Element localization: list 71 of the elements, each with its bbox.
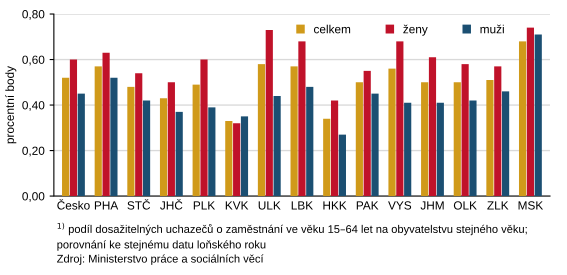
x-tick-label: OLK: [454, 201, 477, 210]
x-tick-label: VYS: [388, 201, 412, 210]
y-axis-title: procentní body: [5, 66, 16, 144]
bar: [494, 66, 502, 196]
bar: [371, 94, 379, 196]
bar: [323, 118, 330, 196]
text: $^{1)}$ podíl dosažitelných uchazečů o zaměstnání ve věku 15–64 let na obyvatelstvu stejného věku; porovnání ke stejnému datu loňského roku: [57, 222, 527, 251]
x-tick-label: PLK: [194, 201, 216, 210]
bar: [388, 68, 396, 196]
bar: [225, 120, 232, 196]
x-tick-label: PHA: [94, 201, 118, 210]
bar: [526, 28, 534, 196]
x-tick-label: ZLK: [487, 201, 508, 210]
x-tick-label: HKK: [323, 201, 347, 210]
y-tick-label: 0,20: [22, 146, 44, 156]
bar: [518, 41, 526, 196]
bar: [258, 64, 266, 196]
bar: [240, 116, 248, 196]
bar: [135, 73, 142, 196]
bar: [421, 82, 428, 196]
bar: [356, 82, 363, 196]
bar: [94, 66, 102, 196]
bar: [462, 64, 469, 196]
bar: [338, 134, 346, 196]
bar: [127, 86, 134, 196]
bar: [428, 57, 436, 196]
bar: [192, 84, 200, 196]
bar: [404, 102, 412, 196]
bar: [110, 78, 118, 196]
x-tick-label: Česko: [57, 199, 90, 210]
bar: [142, 100, 150, 196]
text: Zdroj: Ministerstvo práce a sociálních věcí: [57, 254, 264, 265]
legend-label: celkem: [314, 24, 350, 34]
bar: [396, 41, 404, 196]
bar: [486, 80, 494, 196]
bar: [266, 30, 273, 196]
bar: [534, 34, 542, 196]
bar: [200, 60, 208, 196]
bar: [298, 41, 306, 196]
legend-label: ženy: [403, 24, 428, 36]
x-tick-label: PAK: [356, 201, 378, 210]
bar: [454, 82, 461, 196]
y-tick-label: 0,80: [22, 10, 44, 20]
x-tick-label: KVK: [226, 201, 248, 210]
bar: [168, 82, 175, 196]
bar: [436, 102, 444, 196]
bar: [233, 123, 240, 196]
bar: [290, 66, 298, 196]
bar: [306, 86, 314, 196]
bar: [469, 100, 477, 196]
bar: [274, 96, 281, 196]
y-tick-label: 0,00: [22, 192, 44, 202]
bar: [364, 70, 371, 196]
x-tick-label: JHM: [420, 201, 444, 210]
y-tick-label: 0,40: [22, 101, 44, 111]
legend-label: muži: [480, 24, 504, 34]
x-tick-label: JHČ: [160, 199, 182, 210]
bar: [102, 52, 110, 196]
x-tick-label: STČ: [127, 199, 150, 210]
bar: [70, 60, 78, 196]
bar: [176, 112, 183, 196]
bar: [502, 91, 510, 196]
bar: [208, 107, 216, 196]
bar: [160, 98, 168, 196]
x-tick-label: LBK: [292, 201, 313, 210]
y-tick-label: 0,60: [22, 56, 44, 66]
bar: [330, 100, 338, 196]
bar: [78, 94, 85, 196]
x-tick-label: MSK: [518, 201, 544, 210]
bar: [62, 78, 70, 196]
x-tick-label: ULK: [258, 201, 281, 210]
